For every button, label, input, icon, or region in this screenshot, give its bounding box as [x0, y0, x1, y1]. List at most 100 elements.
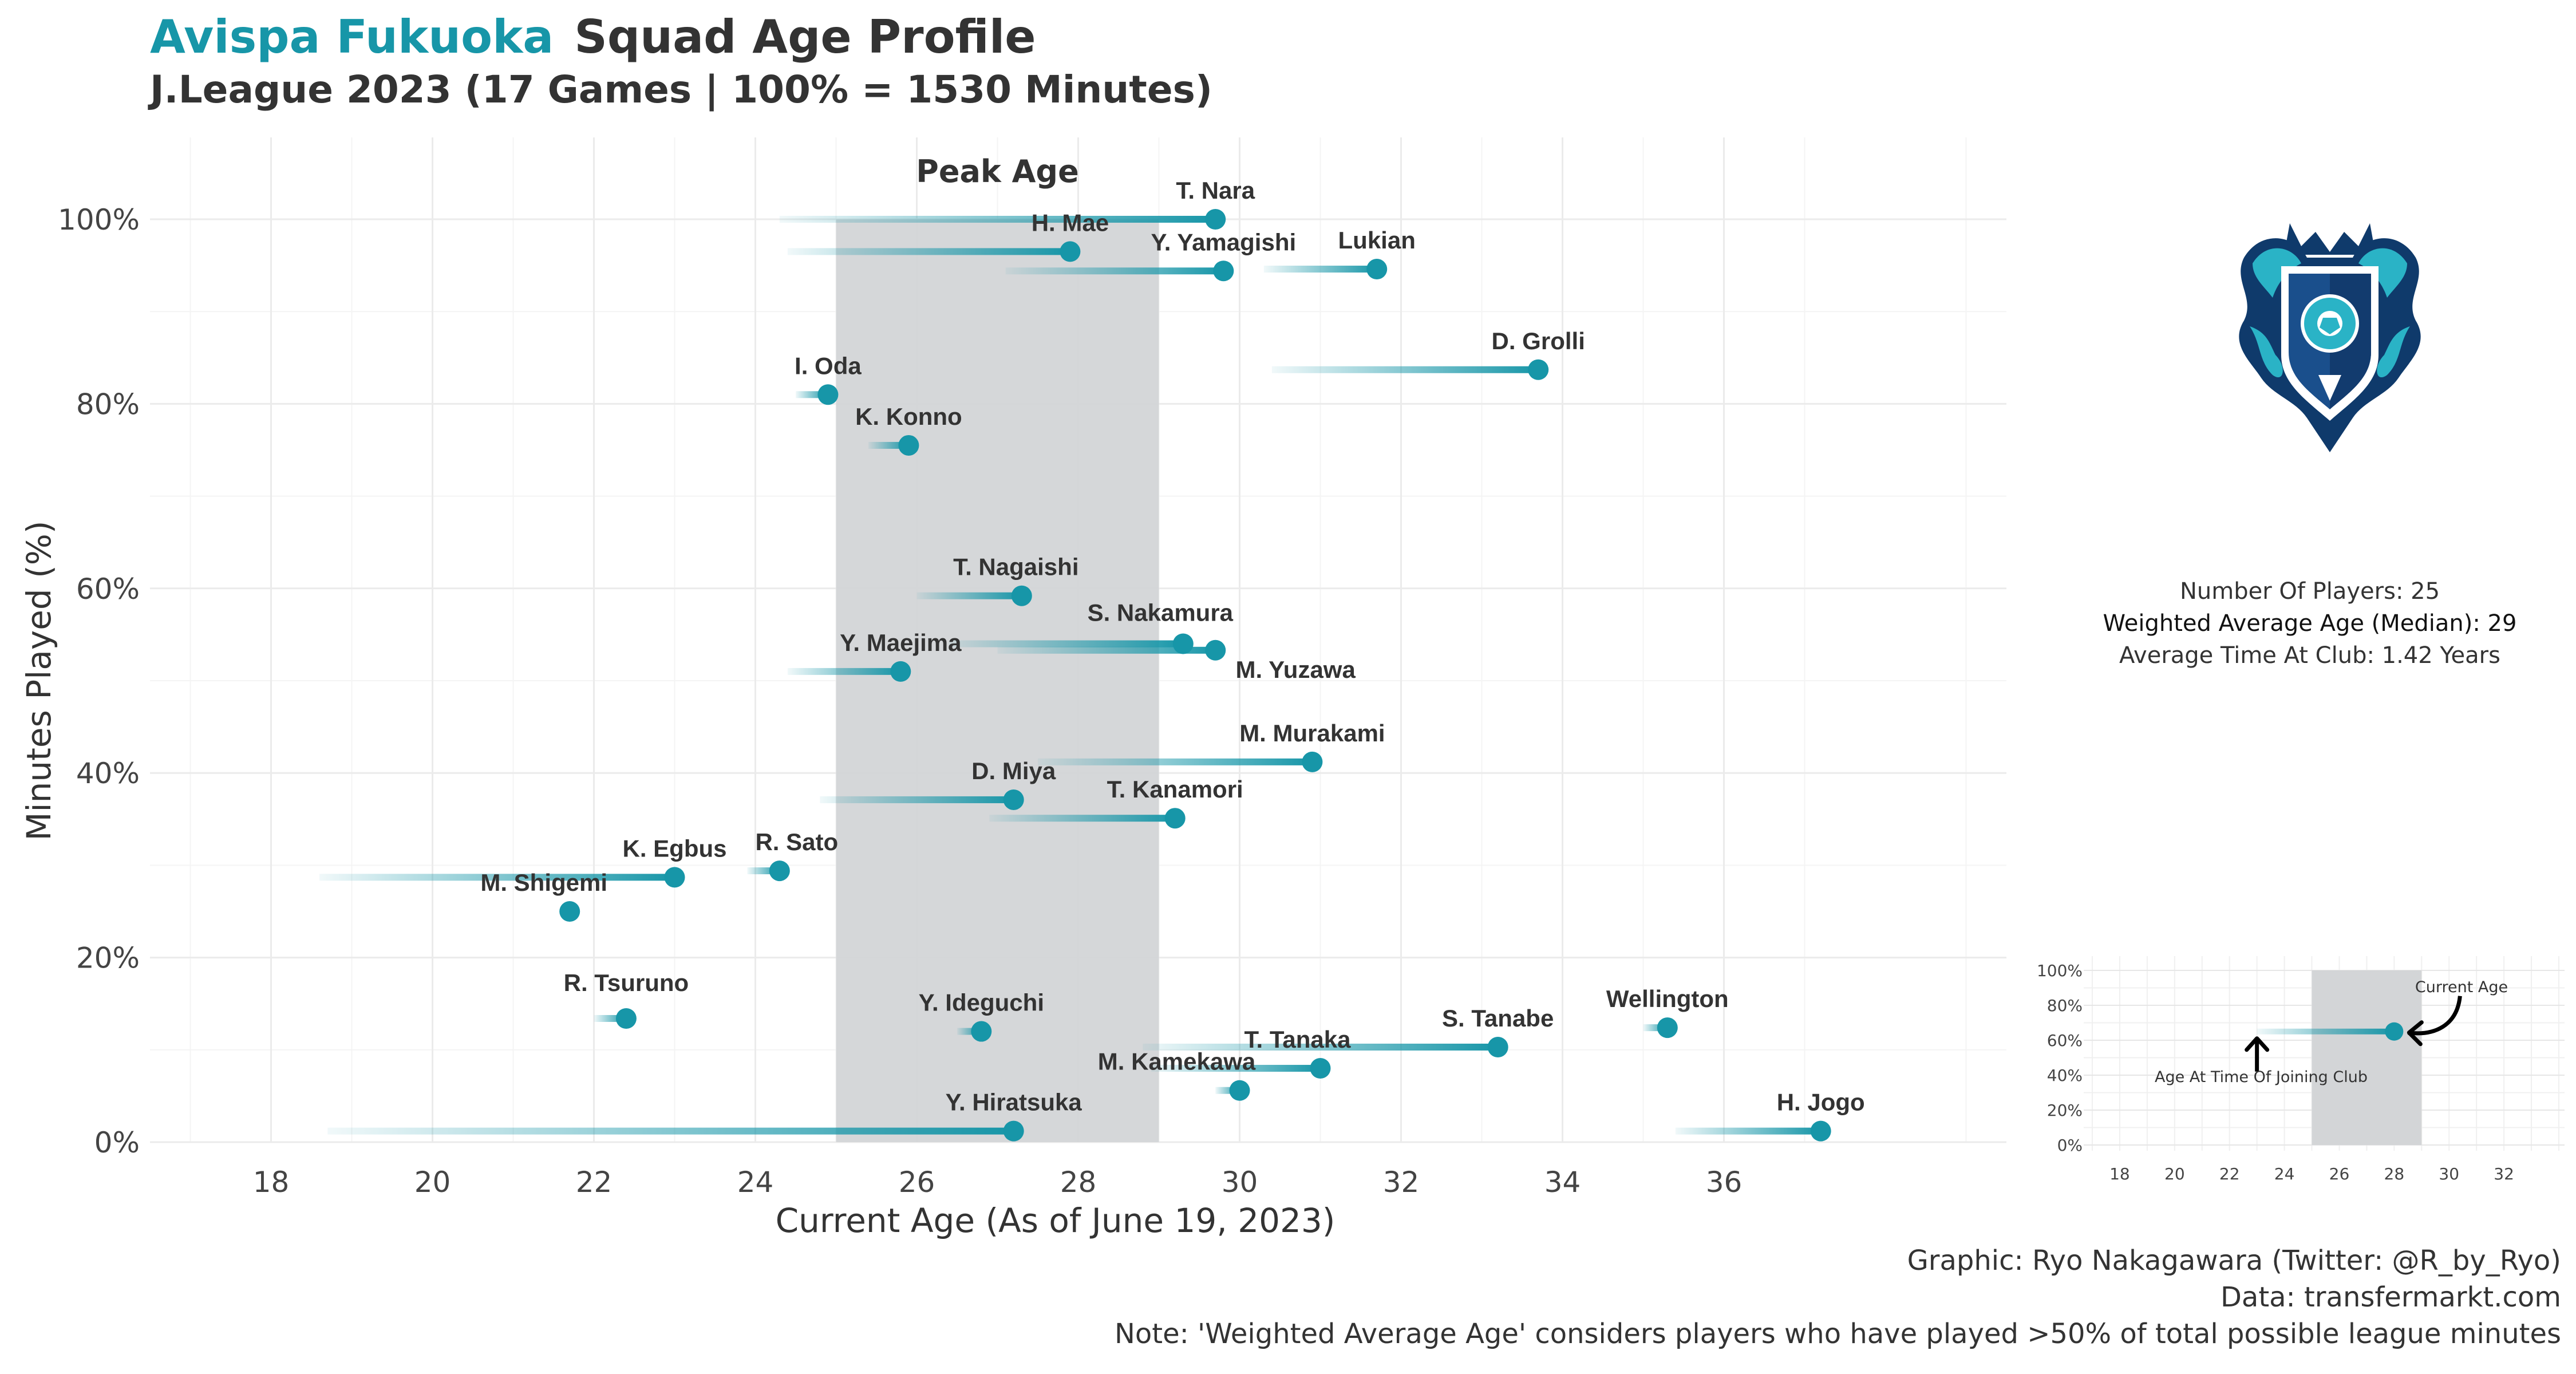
tenure-segment — [989, 815, 1175, 822]
player-point — [1310, 1058, 1331, 1079]
player-label: M. Shigemi — [480, 869, 607, 896]
tenure-segment — [1675, 1127, 1821, 1135]
player-label: K. Egbus — [622, 835, 726, 862]
legend-y-tick-label: 100% — [2037, 961, 2083, 980]
player-point — [1011, 585, 1032, 606]
x-tick-label: 32 — [1383, 1166, 1420, 1199]
player-point — [1172, 633, 1194, 654]
tenure-segment — [997, 646, 1216, 654]
y-tick-label: 100% — [58, 203, 140, 236]
player-label: H. Mae — [1032, 209, 1109, 236]
credits: Graphic: Ryo Nakagawara (Twitter: @R_by_… — [1115, 1242, 2561, 1352]
tenure-segment — [1271, 366, 1539, 373]
credit-graphic: Graphic: Ryo Nakagawara (Twitter: @R_by_… — [1907, 1245, 2561, 1277]
player-label: R. Tsuruno — [564, 969, 689, 996]
player-label: H. Jogo — [1777, 1089, 1865, 1116]
player-label: Y. Ideguchi — [919, 989, 1044, 1016]
x-tick-label: 26 — [899, 1166, 935, 1199]
squad-stats: Number Of Players: 25 Weighted Average A… — [2004, 575, 2576, 672]
tenure-segment — [779, 216, 1216, 223]
legend-tenure-segment — [2257, 1028, 2395, 1035]
y-axis-title: Minutes Played (%) — [19, 520, 58, 840]
legend-x-tick-label: 30 — [2439, 1164, 2459, 1183]
y-tick-label: 20% — [76, 942, 140, 975]
x-axis-title: Current Age (As of June 19, 2023) — [776, 1201, 1336, 1240]
y-tick-label: 80% — [76, 388, 140, 421]
stat-number-of-players: Number Of Players: 25 — [2179, 578, 2440, 605]
legend-x-tick-label: 28 — [2384, 1164, 2405, 1183]
player-point — [559, 901, 580, 922]
player-label: T. Kanamori — [1107, 776, 1243, 803]
x-tick-label: 34 — [1544, 1166, 1581, 1199]
player-point — [1528, 359, 1549, 380]
legend-label-joined-age: Age At Time Of Joining Club — [2155, 1068, 2368, 1086]
player-point — [1810, 1120, 1831, 1142]
player-point — [1229, 1080, 1250, 1101]
player-label: D. Miya — [971, 757, 1056, 784]
legend-x-tick-label: 26 — [2329, 1164, 2350, 1183]
player-label: M. Yuzawa — [1236, 656, 1356, 683]
player-point — [1302, 751, 1323, 772]
player-label: T. Tanaka — [1244, 1026, 1352, 1053]
y-tick-label: 0% — [94, 1126, 140, 1159]
player-point — [615, 1008, 637, 1029]
player-point — [1060, 241, 1081, 262]
player-point — [1366, 259, 1388, 280]
player-label: S. Nakamura — [1088, 599, 1234, 626]
y-tick-label: 60% — [76, 572, 140, 606]
legend-y-tick-label: 60% — [2047, 1031, 2083, 1050]
title-text: Squad Age Profile — [574, 10, 1036, 64]
tenure-segment — [820, 796, 1014, 803]
player-point — [817, 384, 839, 405]
peak-age-band — [836, 219, 1159, 1142]
peak-age-label: Peak Age — [916, 153, 1078, 189]
tenure-segment — [787, 668, 901, 675]
legend-label-current-age: Current Age — [2415, 978, 2508, 996]
player-label: Y. Hiratsuka — [946, 1089, 1082, 1116]
chart-subtitle: J.League 2023 (17 Games | 100% = 1530 Mi… — [150, 68, 1213, 112]
player-point — [1003, 1120, 1024, 1142]
player-point — [898, 435, 919, 456]
credit-note: Note: 'Weighted Average Age' considers p… — [1114, 1318, 2561, 1350]
legend-y-tick-label: 0% — [2057, 1136, 2083, 1155]
tenure-segment — [787, 248, 1070, 255]
stat-weighted-average-age: Weighted Average Age (Median): 29 — [2103, 610, 2517, 637]
tenure-segment — [1143, 1043, 1498, 1051]
tenure-segment — [949, 640, 1183, 647]
player-point — [1164, 808, 1186, 829]
x-tick-label: 18 — [253, 1166, 290, 1199]
chart-title: Avispa Fukuoka Squad Age Profile — [150, 10, 1036, 64]
legend-y-tick-label: 80% — [2047, 996, 2083, 1015]
tenure-segment — [1151, 1065, 1321, 1072]
tenure-segment — [327, 1127, 1014, 1135]
legend-x-tick-label: 20 — [2164, 1164, 2185, 1183]
tenure-segment — [319, 874, 675, 881]
player-label: Lukian — [1338, 227, 1416, 254]
player-point — [769, 860, 790, 882]
legend-arrowhead-joined — [2245, 1036, 2270, 1052]
x-tick-label: 22 — [576, 1166, 613, 1199]
x-tick-label: 30 — [1222, 1166, 1258, 1199]
player-label: T. Nara — [1176, 177, 1255, 204]
club-name: Avispa Fukuoka — [150, 10, 554, 64]
legend-arrowhead-current — [2407, 1020, 2424, 1047]
player-point — [1003, 789, 1024, 810]
player-label: R. Sato — [755, 828, 838, 855]
x-tick-label: 36 — [1706, 1166, 1743, 1199]
legend-peak-age-band — [2312, 970, 2422, 1145]
player-point — [971, 1021, 992, 1042]
player-label: T. Nagaishi — [953, 554, 1078, 581]
x-tick-label: 28 — [1060, 1166, 1097, 1199]
x-tick-label: 20 — [414, 1166, 451, 1199]
player-label: Y. Maejima — [840, 629, 962, 656]
tenure-segment — [1263, 266, 1377, 273]
player-point — [1213, 260, 1234, 282]
player-label: S. Tanabe — [1442, 1005, 1554, 1032]
legend-x-tick-label: 24 — [2274, 1164, 2295, 1183]
y-tick-label: 40% — [76, 757, 140, 790]
legend-y-tick-label: 20% — [2047, 1101, 2083, 1120]
player-point — [1487, 1036, 1508, 1057]
player-label: M. Murakami — [1239, 720, 1385, 747]
stat-average-time-at-club: Average Time At Club: 1.42 Years — [2119, 642, 2500, 669]
